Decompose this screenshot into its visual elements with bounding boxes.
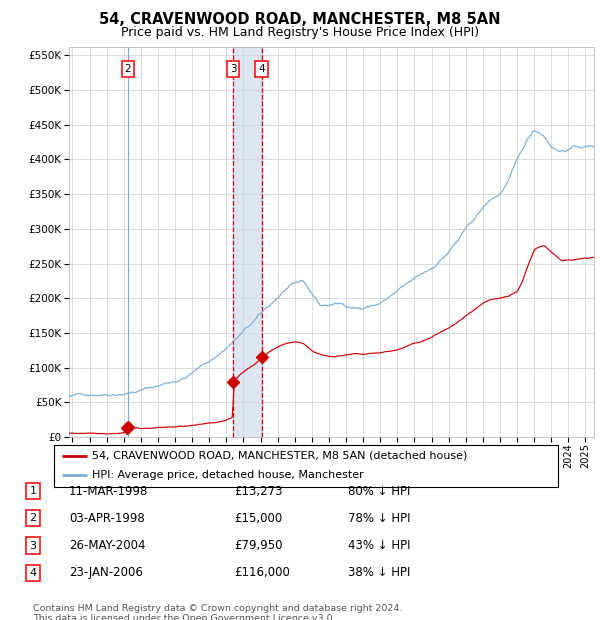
Text: 23-JAN-2006: 23-JAN-2006 bbox=[69, 567, 143, 579]
Text: 4: 4 bbox=[258, 64, 265, 74]
Text: 2: 2 bbox=[125, 64, 131, 74]
Text: 26-MAY-2004: 26-MAY-2004 bbox=[69, 539, 146, 552]
Text: 54, CRAVENWOOD ROAD, MANCHESTER, M8 5AN (detached house): 54, CRAVENWOOD ROAD, MANCHESTER, M8 5AN … bbox=[92, 451, 467, 461]
Text: 03-APR-1998: 03-APR-1998 bbox=[69, 512, 145, 525]
Text: 4: 4 bbox=[29, 568, 37, 578]
Text: 43% ↓ HPI: 43% ↓ HPI bbox=[348, 539, 410, 552]
Text: £79,950: £79,950 bbox=[234, 539, 283, 552]
Text: HPI: Average price, detached house, Manchester: HPI: Average price, detached house, Manc… bbox=[92, 471, 364, 480]
Text: £13,273: £13,273 bbox=[234, 485, 283, 497]
Text: 1: 1 bbox=[29, 486, 37, 496]
Text: 78% ↓ HPI: 78% ↓ HPI bbox=[348, 512, 410, 525]
Text: Price paid vs. HM Land Registry's House Price Index (HPI): Price paid vs. HM Land Registry's House … bbox=[121, 26, 479, 39]
Text: 3: 3 bbox=[29, 541, 37, 551]
Text: Contains HM Land Registry data © Crown copyright and database right 2024.: Contains HM Land Registry data © Crown c… bbox=[33, 604, 403, 613]
Text: 3: 3 bbox=[230, 64, 236, 74]
Text: 54, CRAVENWOOD ROAD, MANCHESTER, M8 5AN: 54, CRAVENWOOD ROAD, MANCHESTER, M8 5AN bbox=[99, 12, 501, 27]
Text: 80% ↓ HPI: 80% ↓ HPI bbox=[348, 485, 410, 497]
Text: 11-MAR-1998: 11-MAR-1998 bbox=[69, 485, 148, 497]
Text: 38% ↓ HPI: 38% ↓ HPI bbox=[348, 567, 410, 579]
Bar bbox=[233, 46, 262, 437]
Text: This data is licensed under the Open Government Licence v3.0.: This data is licensed under the Open Gov… bbox=[33, 614, 335, 620]
Text: 2: 2 bbox=[29, 513, 37, 523]
Text: £116,000: £116,000 bbox=[234, 567, 290, 579]
Text: £15,000: £15,000 bbox=[234, 512, 282, 525]
